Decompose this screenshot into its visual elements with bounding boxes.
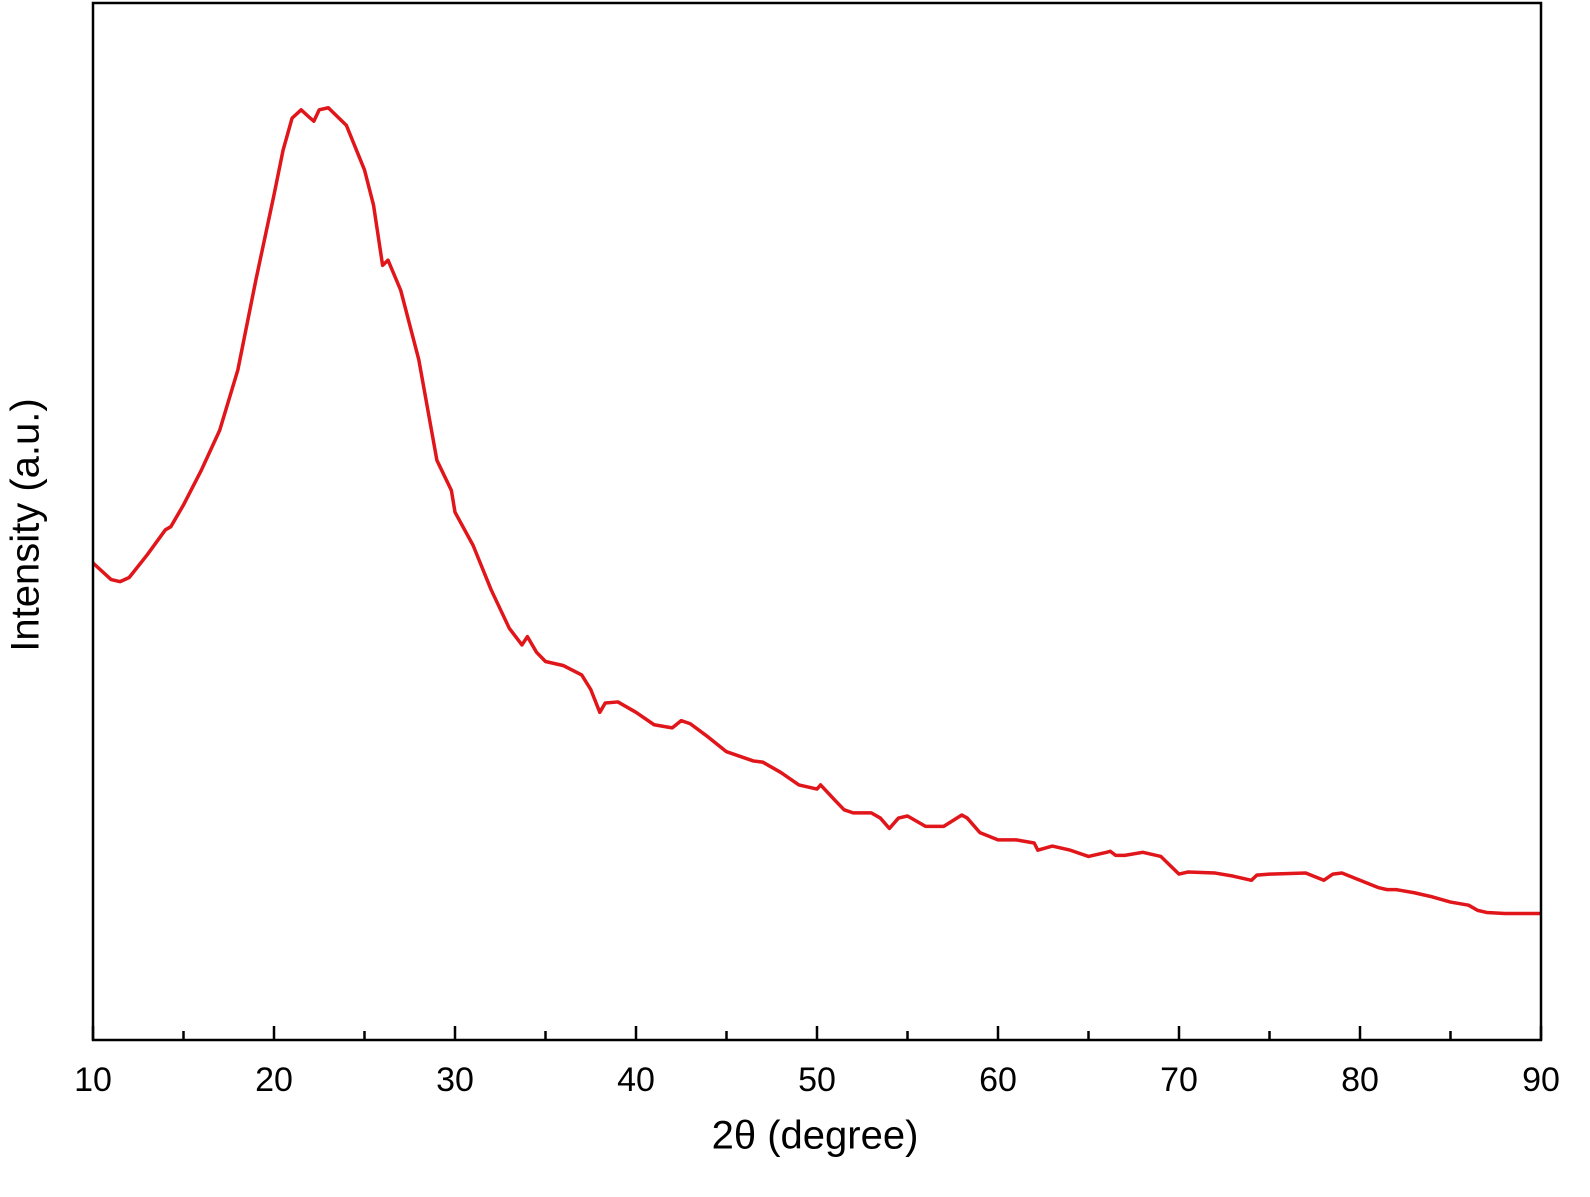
plot-frame xyxy=(91,1,1543,1042)
x-tick-label: 20 xyxy=(255,1061,293,1099)
x-tick-label: 10 xyxy=(74,1061,112,1099)
x-tick-label: 30 xyxy=(436,1061,474,1099)
x-tick-label: 90 xyxy=(1522,1061,1560,1099)
data-line xyxy=(91,105,1541,916)
x-axis-title: 2θ (degree) xyxy=(712,1114,919,1158)
x-tick-label: 80 xyxy=(1341,1061,1379,1099)
y-axis-title: Intensity (a.u.) xyxy=(4,398,48,651)
x-tick-label: 60 xyxy=(979,1061,1017,1099)
x-tick-label: 50 xyxy=(798,1061,836,1099)
x-tick-label: 70 xyxy=(1160,1061,1198,1099)
x-tick-label: 40 xyxy=(617,1061,655,1099)
